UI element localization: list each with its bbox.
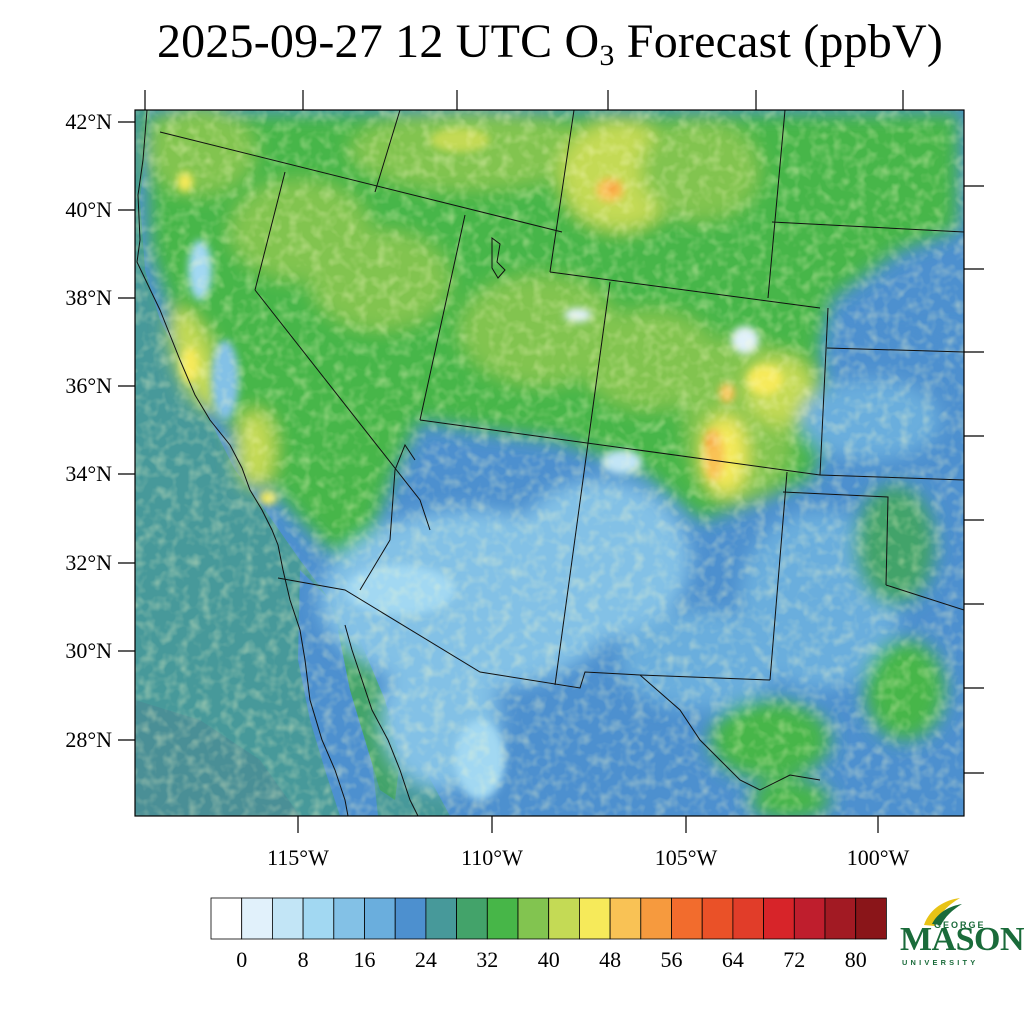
colorbar-swatch — [548, 897, 580, 940]
lat-label: 42°N — [65, 109, 112, 134]
lon-label: 115°W — [267, 845, 329, 870]
colorbar-swatch — [302, 897, 335, 940]
lat-label: 40°N — [65, 197, 112, 222]
lat-label: 38°N — [65, 285, 112, 310]
page-title: 2025-09-27 12 UTC O3 Forecast (ppbV) — [156, 15, 944, 72]
colorbar-label: 72 — [783, 947, 806, 972]
colorbar-swatch — [241, 897, 273, 940]
colorbar-swatch — [517, 897, 550, 940]
colorbar-label: 40 — [537, 947, 560, 972]
colorbar-swatch — [210, 897, 243, 940]
university-logo: GEORGE MASON UNIVERSITY — [900, 898, 1024, 968]
map-frame — [134, 109, 965, 817]
colorbar-label: 0 — [236, 947, 248, 972]
state-boundaries — [136, 110, 964, 816]
lat-label: 30°N — [65, 638, 112, 663]
colorbar-label: 48 — [599, 947, 622, 972]
lat-label: 36°N — [65, 373, 112, 398]
colorbar-swatch — [640, 897, 672, 940]
colorbar-swatch — [394, 897, 427, 940]
colorbar-swatch — [333, 897, 365, 940]
lon-label: 110°W — [461, 845, 523, 870]
lon-label: 105°W — [654, 845, 718, 870]
colorbar-swatch — [609, 897, 642, 940]
lon-label: 100°W — [846, 845, 910, 870]
colorbar-label: 56 — [660, 947, 683, 972]
university-logo-flame — [924, 898, 962, 926]
lat-label: 28°N — [65, 727, 112, 752]
colorbar-label: 16 — [353, 947, 376, 972]
ozone-field — [135, 110, 964, 816]
colorbar-label: 8 — [297, 947, 309, 972]
colorbar-swatch — [486, 897, 519, 940]
colorbar-swatch — [579, 897, 611, 940]
colorbar-swatch — [425, 897, 457, 940]
lat-label: 34°N — [65, 461, 112, 486]
colorbar-swatch — [793, 897, 826, 940]
logo-line3: UNIVERSITY — [902, 958, 979, 967]
colorbar-swatch — [271, 897, 304, 940]
colorbar-swatch — [855, 897, 887, 940]
colorbar-swatch — [763, 897, 795, 940]
colorbar-label: 32 — [476, 947, 499, 972]
colorbar-swatch — [824, 897, 857, 940]
colorbar-swatch — [732, 897, 765, 940]
colorbar — [210, 897, 887, 940]
logo-line2: MASON — [900, 921, 1024, 958]
colorbar-swatch — [701, 897, 734, 940]
colorbar-label: 80 — [844, 947, 867, 972]
colorbar-swatch — [671, 897, 703, 940]
lat-label: 32°N — [65, 550, 112, 575]
colorbar-swatch — [364, 897, 396, 940]
colorbar-swatch — [456, 897, 488, 940]
colorbar-label: 64 — [721, 947, 744, 972]
axis-ticks — [118, 90, 984, 833]
logo-line1: GEORGE — [934, 920, 986, 930]
colorbar-label: 24 — [414, 947, 437, 972]
